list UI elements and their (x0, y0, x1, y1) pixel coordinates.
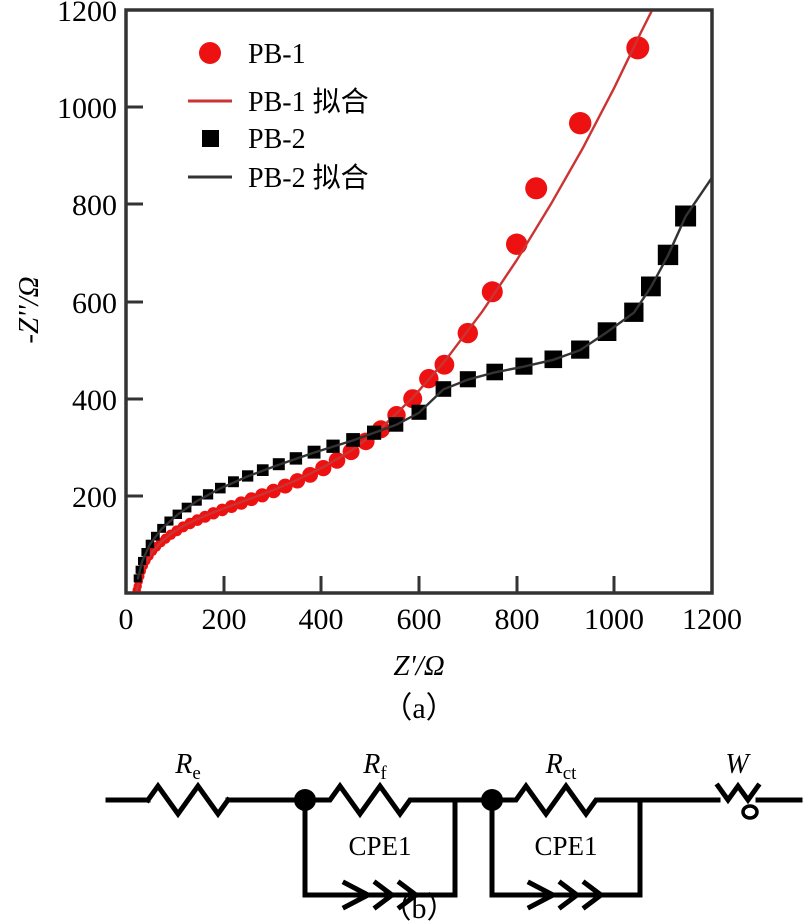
label-rf: Rf (362, 749, 387, 784)
legend-item-pb1[interactable]: PB-1 (199, 39, 306, 70)
label-rf-symbol: R (362, 749, 380, 780)
legend-marker-square-icon (202, 130, 219, 147)
label-cpe1-second: CPE1 (534, 831, 597, 861)
resistor-rf-symbol (308, 781, 443, 819)
x-tick-label: 200 (202, 603, 247, 636)
legend-item-pb2-fit[interactable]: PB-2 拟合 (188, 162, 369, 194)
plot-frame (124, 8, 714, 595)
y-tick-label: 200 (72, 481, 117, 514)
cpe1-first-chevron2-icon (396, 879, 421, 911)
label-rf-subscript: f (380, 763, 387, 784)
label-w: W (725, 749, 751, 780)
resistor-re-symbol (144, 781, 232, 819)
resistor-rct-symbol (495, 781, 628, 819)
data-point-PB-1 (525, 177, 548, 200)
series-fit-line-PB-2-拟合 (136, 177, 711, 580)
panel-caption-b: （b） (382, 892, 457, 924)
data-point-PB-1 (434, 354, 455, 375)
y-tick-label: 1000 (57, 92, 117, 125)
label-rct-subscript: ct (563, 763, 577, 784)
legend-label: PB-2 拟合 (248, 162, 369, 194)
x-axis-ticks (222, 576, 616, 593)
label-re-symbol: R (174, 749, 192, 780)
y-axis-title: -Z''/Ω (13, 276, 45, 343)
y-axis-ticks (126, 105, 143, 498)
panel-b-circuit (105, 781, 803, 911)
panel-caption-a: （a） (382, 692, 455, 725)
data-point-PB-1 (569, 112, 592, 135)
cpe1-second-chevron2-icon (581, 879, 606, 911)
warburg-symbol (714, 781, 762, 805)
series-fit-line-PB-1-拟合 (135, 11, 653, 592)
label-rct-symbol: R (545, 749, 563, 780)
x-tick-label: 1000 (584, 603, 644, 636)
x-tick-label: 1200 (682, 603, 742, 636)
legend-label: PB-2 (248, 124, 306, 155)
data-point-PB-1 (626, 36, 650, 60)
legend-label: PB-1 (248, 39, 306, 70)
cpe1-second-chevron1-icon (557, 879, 582, 911)
cpe1-second-branch-wire (489, 797, 643, 898)
chart-legend: PB-1 PB-1 拟合 PB-2 PB-2 拟合 (188, 39, 369, 194)
legend-item-pb1-fit[interactable]: PB-1 拟合 (188, 86, 369, 118)
label-cpe1-first: CPE1 (348, 831, 411, 861)
chart-series-layer (132, 11, 711, 592)
data-point-PB-1 (481, 281, 503, 303)
cpe1-second-arrow-icon (526, 879, 559, 911)
x-axis-title: Z'/Ω (393, 650, 444, 682)
label-rct: Rct (545, 749, 578, 784)
legend-item-pb2[interactable]: PB-2 (202, 124, 306, 155)
y-tick-label: 600 (72, 287, 117, 320)
x-tick-label: 800 (495, 603, 540, 636)
x-tick-label: 600 (397, 603, 442, 636)
y-tick-label: 1200 (57, 0, 117, 28)
circuit-labels: Re Rf Rct W CPE1 CPE1 (174, 749, 751, 861)
y-tick-label: 800 (72, 189, 117, 222)
legend-label: PB-1 拟合 (248, 86, 369, 118)
warburg-open-circle-icon (741, 804, 759, 820)
cpe1-first-chevron1-icon (372, 879, 397, 911)
label-re-subscript: e (192, 763, 200, 784)
legend-marker-circle-icon (199, 42, 221, 64)
label-re: Re (174, 749, 201, 784)
x-tick-label: 400 (299, 603, 344, 636)
x-tick-labels: 0 200 400 600 800 1000 1200 (119, 603, 743, 636)
cpe1-first-arrow-icon (341, 879, 374, 911)
y-tick-labels: 1200 1000 800 600 400 200 (57, 0, 117, 514)
y-tick-label: 400 (72, 384, 117, 417)
cpe1-first-branch-wire (302, 797, 458, 898)
x-tick-label: 0 (119, 603, 134, 636)
panel-a-chart: 1200 1000 800 600 400 200 0 200 400 600 … (13, 0, 742, 725)
data-point-PB-1 (506, 233, 528, 255)
